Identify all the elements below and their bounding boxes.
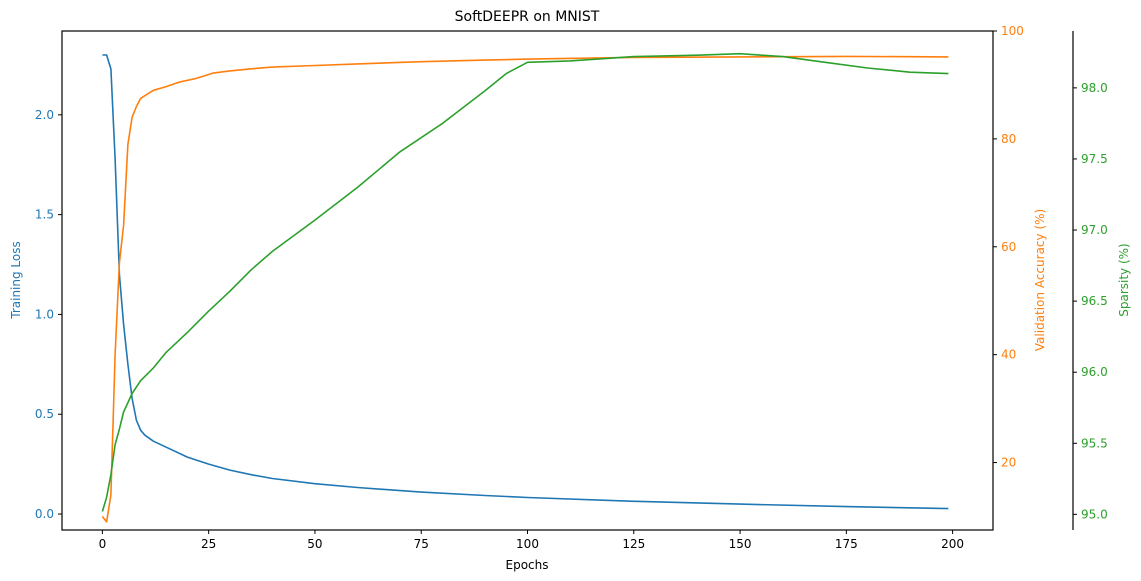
sparsity-tick-label: 97.0: [1081, 223, 1108, 237]
x-tick-label: 0: [99, 537, 107, 551]
x-tick-label: 175: [835, 537, 858, 551]
sparsity-tick-label: 96.0: [1081, 365, 1108, 379]
accuracy-tick-label: 40: [1001, 348, 1016, 362]
x-tick-label: 25: [201, 537, 216, 551]
loss-tick-label: 0.0: [35, 507, 54, 521]
loss-tick-label: 0.5: [35, 407, 54, 421]
chart-title: SoftDEEPR on MNIST: [455, 9, 600, 25]
sparsity-tick-label: 95.5: [1081, 436, 1108, 450]
series-line-loss: [102, 54, 949, 510]
accuracy-tick-label: 80: [1001, 132, 1016, 146]
x-tick-label: 150: [729, 537, 752, 551]
sparsity-tick-label: 98.0: [1081, 81, 1108, 95]
loss-tick-label: 1.0: [35, 307, 54, 321]
y-axis-label-loss: Training Loss: [9, 241, 23, 319]
sparsity-tick-label: 95.0: [1081, 507, 1108, 521]
x-tick-label: 50: [307, 537, 322, 551]
series-line-sparsity: [101, 52, 949, 512]
x-tick-label: 100: [516, 537, 539, 551]
sparsity-tick-label: 97.5: [1081, 152, 1108, 166]
accuracy-tick-label: 100: [1001, 24, 1024, 38]
x-tick-label: 125: [622, 537, 645, 551]
series-line-accuracy: [101, 55, 949, 523]
x-axis-label: Epochs: [506, 558, 549, 572]
loss-tick-label: 2.0: [35, 108, 54, 122]
y-axis-label-sparsity: Sparsity (%): [1117, 243, 1131, 317]
x-tick-label: 200: [941, 537, 964, 551]
loss-tick-label: 1.5: [35, 208, 54, 222]
y-axis-label-accuracy: Validation Accuracy (%): [1033, 209, 1047, 351]
accuracy-tick-label: 20: [1001, 456, 1016, 470]
x-tick-label: 75: [414, 537, 429, 551]
sparsity-tick-label: 96.5: [1081, 294, 1108, 308]
accuracy-tick-label: 60: [1001, 240, 1016, 254]
